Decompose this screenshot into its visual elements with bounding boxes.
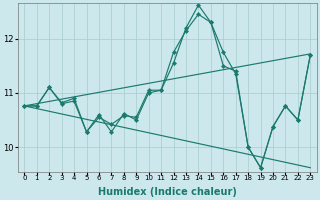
X-axis label: Humidex (Indice chaleur): Humidex (Indice chaleur) (98, 187, 237, 197)
